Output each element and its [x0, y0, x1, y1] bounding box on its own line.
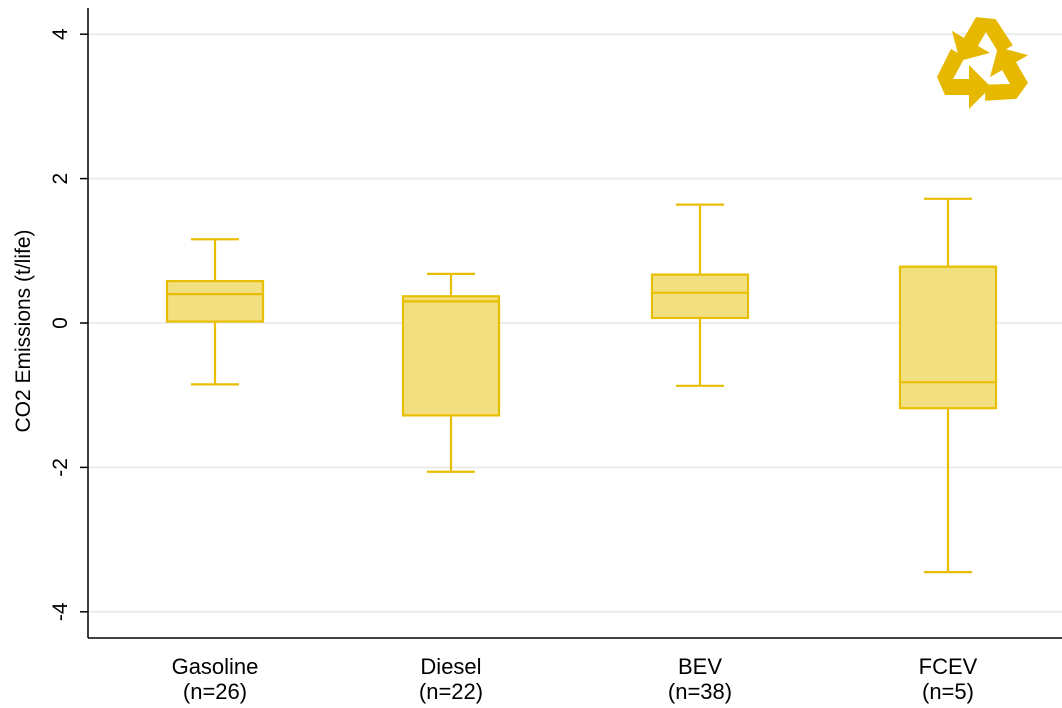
boxes	[165, 197, 998, 574]
recycle-arrow-shape	[985, 47, 1029, 101]
category-labels: Gasoline(n=26) Diesel(n=22) BEV(n=38) FCEV(…	[172, 654, 978, 704]
category-label: BEV	[678, 654, 722, 679]
category-label: Diesel	[420, 654, 481, 679]
y-tick-label: -2	[49, 458, 72, 477]
y-axis-title: CO2 Emissions (t/life)	[12, 229, 35, 432]
recycle-icon	[937, 17, 1029, 109]
box-gasoline	[165, 238, 265, 386]
box-fcev	[898, 197, 998, 574]
category-count-label: (n=22)	[419, 679, 483, 704]
recycle-arrow-shape	[937, 49, 991, 109]
y-tick-label: 2	[49, 173, 72, 185]
category-count-label: (n=38)	[668, 679, 732, 704]
iqr-box	[401, 295, 501, 417]
category-count-label: (n=26)	[183, 679, 247, 704]
box-bev	[650, 203, 750, 387]
iqr-box	[165, 280, 265, 323]
y-tick-label: 0	[49, 317, 72, 329]
recycle-arrow	[985, 47, 1029, 101]
category-label: Gasoline	[172, 654, 259, 679]
gridlines	[88, 33, 1062, 613]
iqr-box	[898, 265, 998, 410]
iqr-box	[650, 273, 750, 320]
box-diesel	[401, 272, 501, 473]
category-count-label: (n=5)	[922, 679, 974, 704]
y-tick-label: -4	[49, 602, 72, 621]
y-axis: 4 2 0 -2 -4	[49, 8, 1062, 639]
recycle-arrow	[937, 49, 991, 109]
y-tick-label: 4	[49, 28, 72, 40]
category-label: FCEV	[919, 654, 978, 679]
